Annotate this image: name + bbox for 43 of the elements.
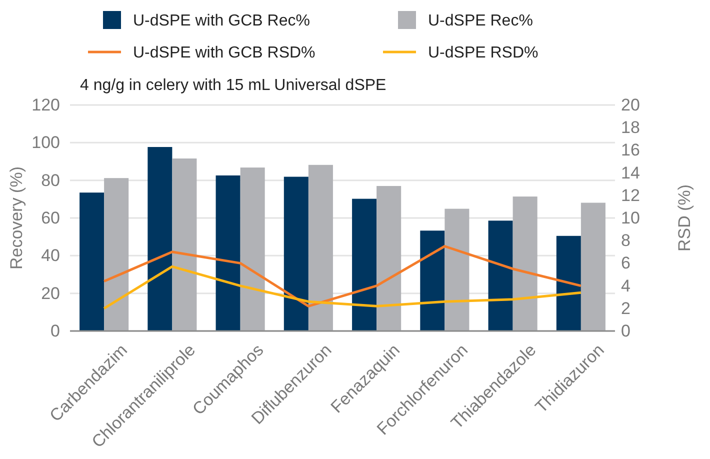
bar xyxy=(104,178,129,331)
y2-tick-label: 8 xyxy=(621,231,630,250)
bar xyxy=(172,158,197,331)
bar xyxy=(488,220,513,331)
bar xyxy=(420,230,445,331)
y2-tick-label: 14 xyxy=(621,163,640,182)
y2-tick-label: 18 xyxy=(621,118,640,138)
bar xyxy=(240,168,265,331)
y-tick-label: 80 xyxy=(41,170,60,190)
y-tick-label: 20 xyxy=(41,284,60,303)
y2-tick-label: 10 xyxy=(621,208,640,228)
y2-axis-title: RSD (%) xyxy=(675,184,694,252)
legend-label: U-dSPE with GCB RSD% xyxy=(133,44,316,62)
y2-tick-label: 4 xyxy=(621,276,630,296)
y-tick-label: 40 xyxy=(41,246,60,266)
line-series xyxy=(102,265,582,310)
bar xyxy=(444,208,470,331)
bar xyxy=(376,186,402,331)
chart-title: 4 ng/g in celery with 15 mL Universal dSPE xyxy=(80,77,386,94)
bar xyxy=(284,176,308,331)
bar xyxy=(308,164,333,331)
y2-tick-label: 6 xyxy=(621,254,630,273)
y-tick-label: 100 xyxy=(32,133,60,152)
bar xyxy=(580,202,606,331)
legend-label: U-dSPE RSD% xyxy=(428,44,538,62)
bar xyxy=(556,236,581,331)
y2-tick-label: 16 xyxy=(621,140,640,160)
y-tick-label: 60 xyxy=(41,208,60,228)
y2-tick-label: 2 xyxy=(621,298,630,318)
y2-tick-label: 0 xyxy=(621,321,630,340)
line-series xyxy=(102,245,582,308)
bar xyxy=(216,175,240,331)
y-tick-label: 0 xyxy=(50,321,60,340)
y2-tick-label: 12 xyxy=(621,186,640,205)
y2-tick-label: 20 xyxy=(621,95,640,114)
bar xyxy=(148,147,172,331)
legend-label: U-dSPE Rec% xyxy=(428,12,533,30)
bar xyxy=(80,192,104,331)
bar xyxy=(512,196,538,331)
y-tick-label: 120 xyxy=(32,95,60,114)
y-axis-title: Recovery (%) xyxy=(7,166,26,270)
bar xyxy=(352,198,377,331)
legend-label: U-dSPE with GCB Rec% xyxy=(133,12,310,30)
